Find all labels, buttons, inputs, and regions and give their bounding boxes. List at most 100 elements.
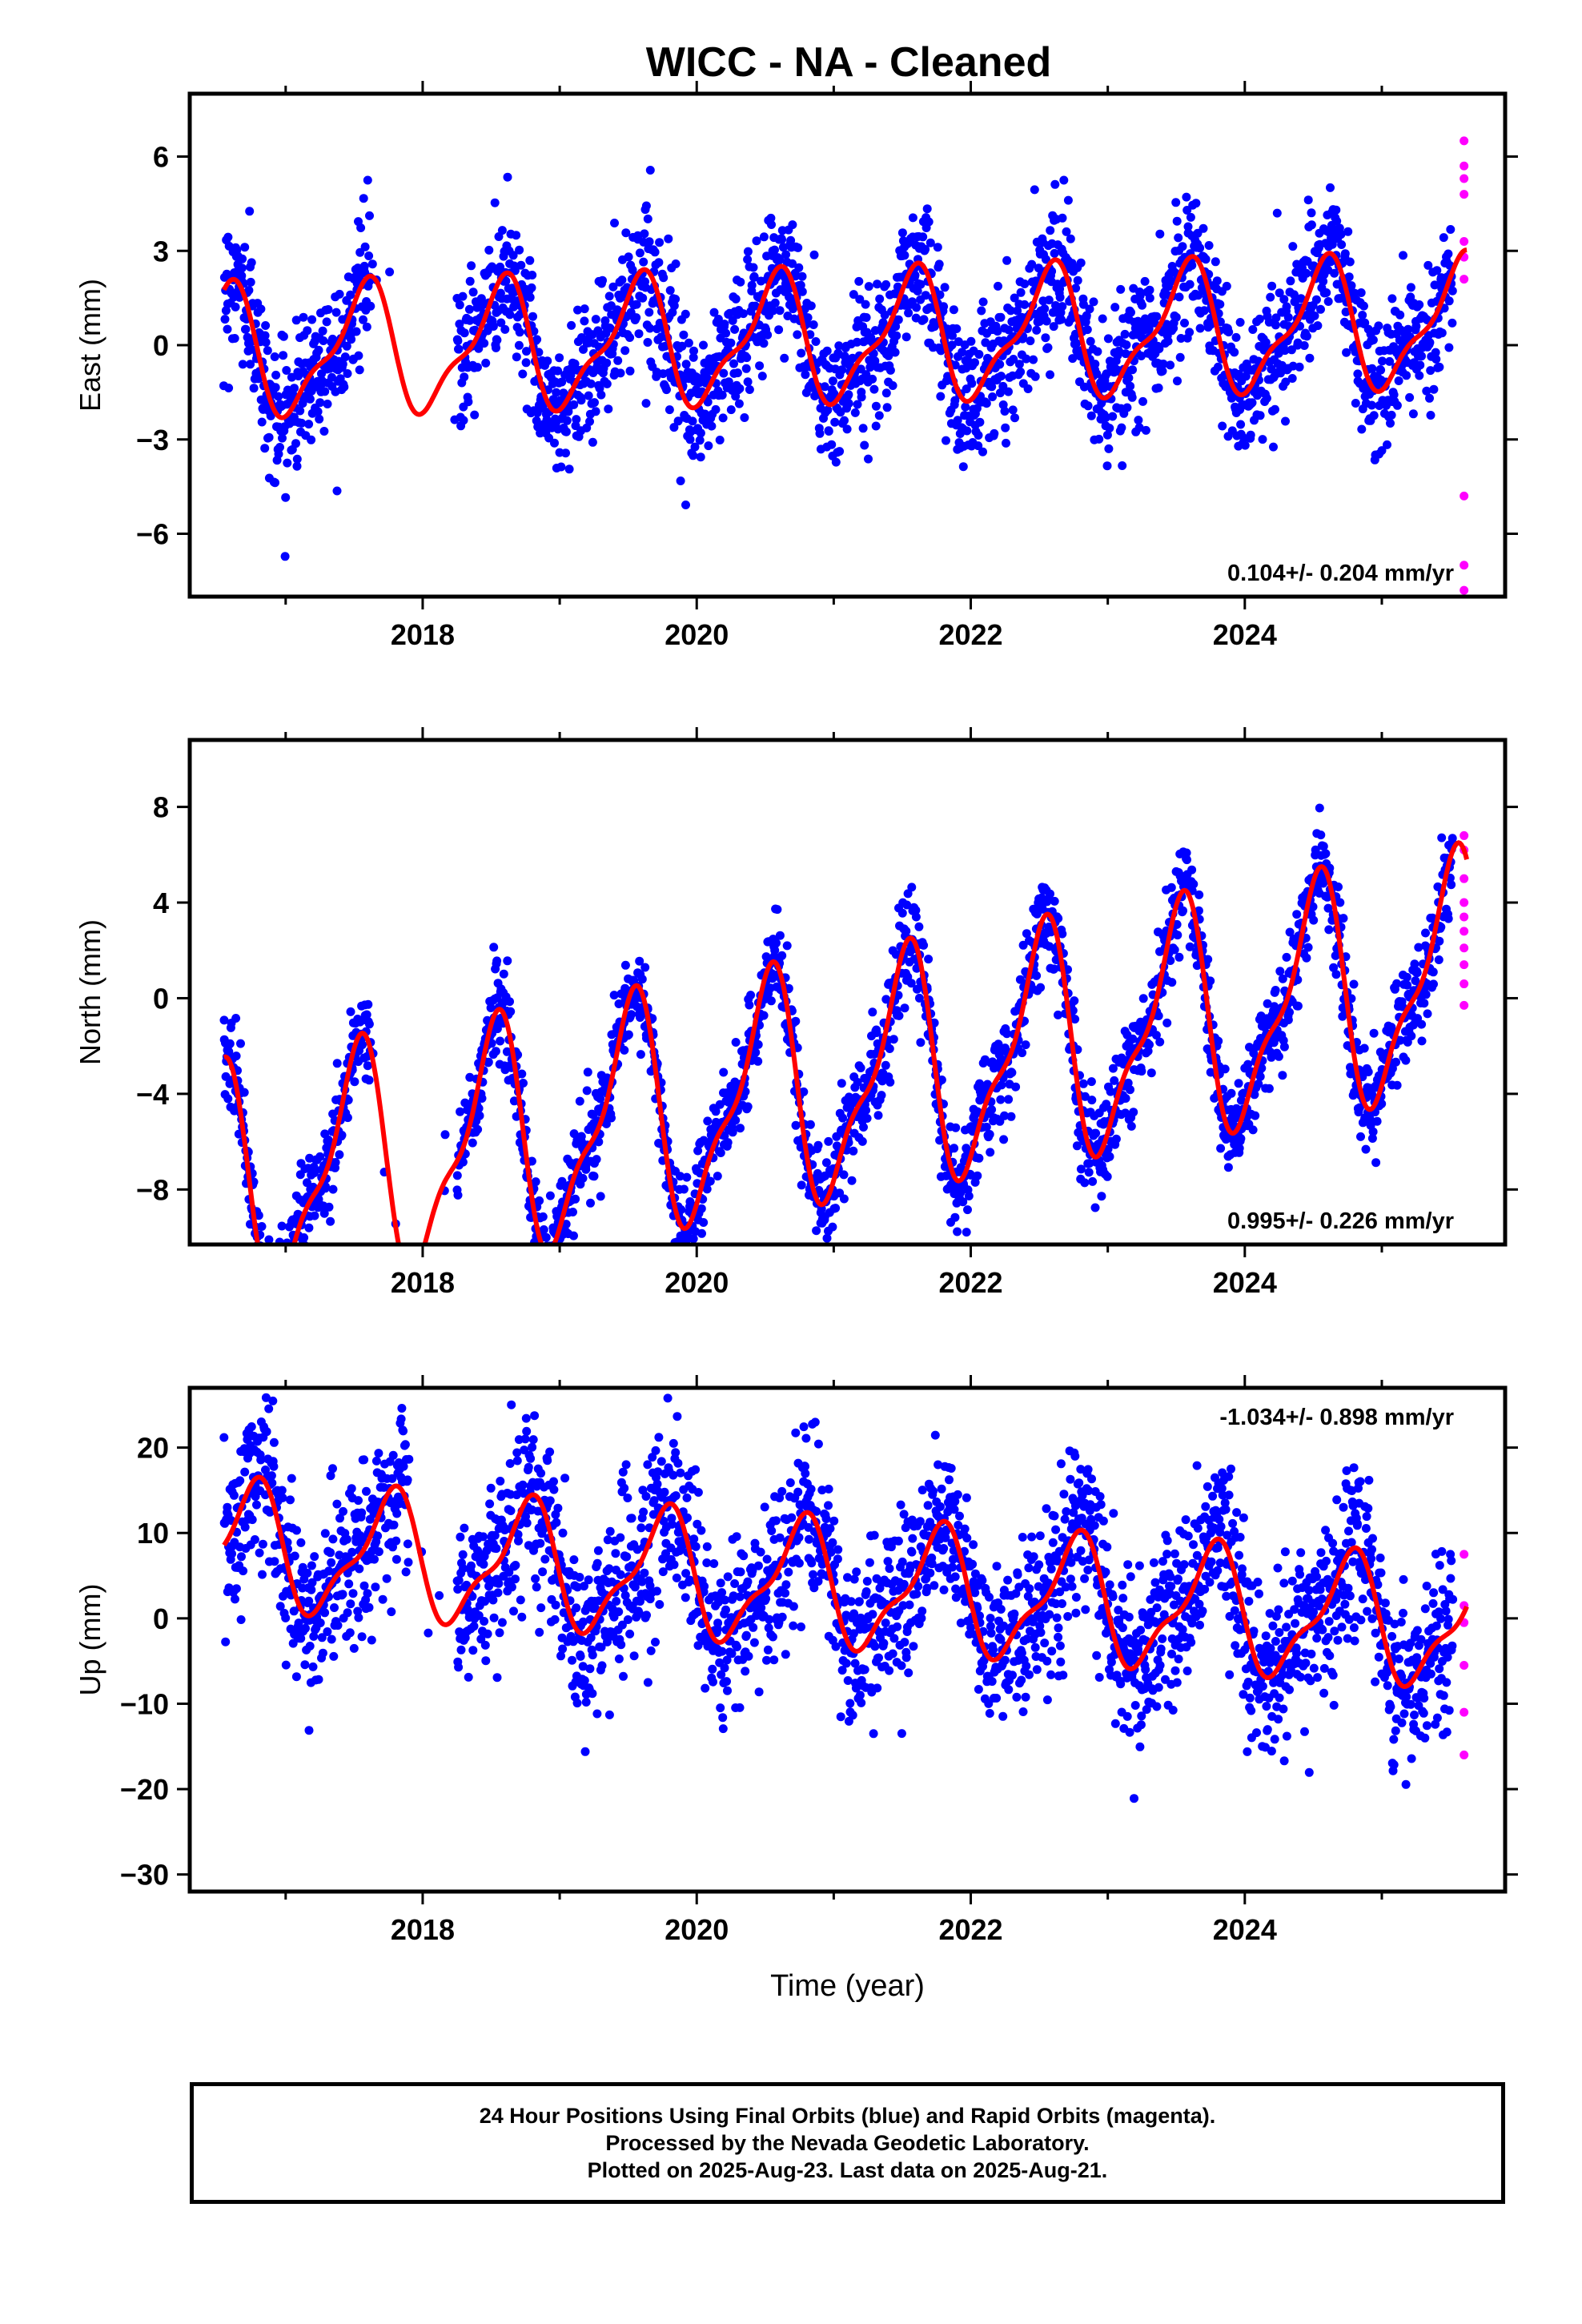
final-orbit-point — [1001, 423, 1010, 432]
final-orbit-point — [1055, 284, 1065, 294]
final-orbit-point — [264, 432, 274, 442]
final-orbit-point — [1191, 199, 1201, 208]
final-orbit-point — [696, 452, 705, 462]
final-orbit-point — [1429, 384, 1439, 394]
final-orbit-point — [343, 1113, 352, 1123]
final-orbit-point — [528, 312, 537, 321]
x-tick-label: 2022 — [938, 618, 1002, 651]
rapid-orbit-point — [1460, 960, 1469, 970]
final-orbit-point — [534, 1245, 543, 1254]
final-orbit-point — [942, 436, 950, 445]
final-orbit-point — [997, 372, 1006, 381]
final-orbit-point — [996, 1095, 1006, 1104]
final-orbit-point — [440, 1130, 450, 1140]
y-tick-label: 6 — [153, 141, 169, 174]
final-orbit-point — [460, 372, 469, 382]
final-orbit-point — [355, 365, 364, 375]
final-orbit-point — [1011, 1082, 1021, 1092]
final-orbit-point — [561, 1220, 571, 1229]
final-orbit-point — [275, 1310, 283, 1319]
final-orbit-point — [1417, 1036, 1427, 1046]
final-orbit-point — [912, 303, 921, 312]
final-orbit-point — [363, 175, 372, 185]
final-orbit-point — [831, 457, 841, 467]
final-orbit-point — [1046, 889, 1054, 899]
final-orbit-point — [303, 326, 312, 336]
final-orbit-point — [488, 322, 498, 331]
model-fit-line — [223, 840, 1469, 1244]
final-orbit-point — [1094, 434, 1104, 444]
final-orbit-point — [492, 336, 502, 345]
velocity-annotation: 0.995+/- 0.226 mm/yr — [1227, 1208, 1454, 1234]
final-orbit-point — [707, 421, 717, 431]
final-orbit-point — [1021, 1040, 1030, 1050]
final-orbit-point — [286, 1251, 295, 1260]
final-orbit-point — [659, 273, 669, 283]
final-orbit-point — [464, 304, 474, 314]
final-orbit-point — [911, 906, 921, 915]
final-orbit-point — [739, 309, 748, 319]
final-orbit-point — [1243, 1059, 1253, 1069]
final-orbit-point — [1356, 1132, 1365, 1141]
final-orbit-point — [900, 1003, 909, 1013]
final-orbit-point — [608, 282, 618, 292]
final-orbit-point — [1144, 324, 1154, 334]
final-orbit-point — [548, 1263, 557, 1272]
final-orbit-point — [1271, 404, 1279, 414]
final-orbit-point — [516, 260, 526, 270]
final-orbit-point — [995, 360, 1005, 369]
final-orbit-point — [1236, 1096, 1246, 1105]
final-orbit-point — [1215, 300, 1225, 309]
final-orbit-point — [788, 259, 797, 268]
final-orbit-point — [1055, 292, 1065, 302]
final-orbit-point — [1138, 396, 1147, 406]
final-orbit-point — [1411, 976, 1420, 986]
final-orbit-point — [1402, 972, 1411, 982]
final-orbit-point — [1110, 1076, 1119, 1085]
final-orbit-point — [812, 1226, 821, 1236]
final-orbit-point — [1105, 1152, 1114, 1161]
final-orbit-point — [1068, 354, 1078, 364]
final-orbit-point — [797, 1180, 806, 1190]
final-orbit-point — [693, 1146, 703, 1156]
final-orbit-point — [935, 290, 945, 300]
final-orbit-point — [1368, 336, 1378, 344]
final-orbit-point — [1046, 370, 1054, 380]
final-orbit-point — [260, 331, 270, 340]
final-orbit-point — [1426, 366, 1435, 376]
final-orbit-point — [1120, 329, 1130, 339]
final-orbit-point — [1310, 311, 1319, 320]
final-orbit-point — [262, 1262, 271, 1271]
y-tick-label: 8 — [153, 791, 169, 824]
final-orbit-point — [1187, 865, 1197, 875]
final-orbit-point — [1345, 257, 1355, 267]
final-orbit-point — [1014, 360, 1024, 369]
final-orbit-point — [815, 1246, 824, 1255]
final-orbit-point — [669, 1248, 678, 1257]
final-orbit-point — [949, 305, 958, 315]
final-orbit-point — [289, 1286, 298, 1295]
final-orbit-point — [263, 346, 272, 356]
final-orbit-point — [966, 1170, 976, 1180]
final-orbit-point — [486, 1003, 496, 1012]
final-orbit-point — [872, 1028, 881, 1037]
final-orbit-point — [676, 476, 685, 485]
final-orbit-point — [274, 1302, 283, 1311]
final-orbit-point — [1158, 360, 1168, 368]
final-orbit-point — [922, 204, 932, 214]
final-orbit-point — [259, 1270, 268, 1279]
final-orbit-point — [828, 1222, 837, 1232]
rapid-orbit-point — [1460, 1000, 1469, 1010]
final-orbit-point — [265, 1317, 274, 1326]
final-orbit-point — [340, 352, 350, 362]
final-orbit-point — [669, 301, 679, 311]
final-orbit-point — [934, 259, 944, 269]
final-orbit-point — [850, 408, 860, 417]
final-orbit-point — [1026, 336, 1035, 346]
final-orbit-point — [967, 379, 977, 388]
final-orbit-point — [298, 1255, 307, 1264]
final-orbit-point — [456, 1107, 465, 1116]
final-orbit-point — [1414, 943, 1423, 952]
y-tick-label: 3 — [153, 235, 169, 267]
